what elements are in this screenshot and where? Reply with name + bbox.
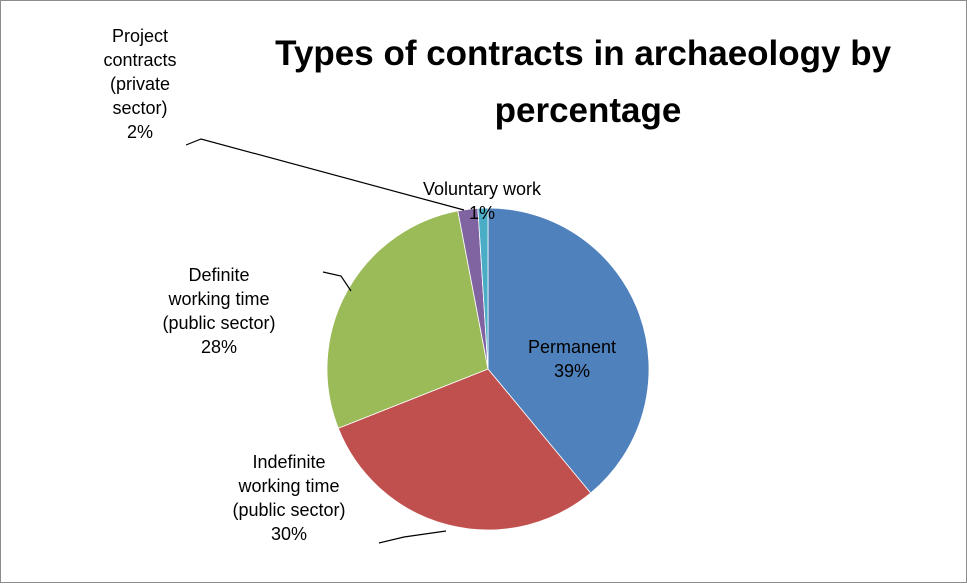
- data-label-4: Voluntary work 1%: [423, 179, 542, 223]
- leader-line-1: [378, 530, 447, 544]
- data-labels: Permanent 39% Indefinite working time (publi…: [103, 26, 616, 544]
- leader-line-3: [185, 138, 465, 211]
- data-label-1: Indefinite working time (public sector) 30%: [232, 452, 345, 544]
- data-label-3-line-2: (private: [110, 74, 170, 94]
- data-label-2: Definite working time (public sector) 28%: [162, 265, 275, 357]
- pie-slice-0: [487, 207, 650, 494]
- pie-slice-4: [477, 207, 489, 370]
- data-label-3-line-4: 2%: [127, 122, 153, 142]
- data-label-2-line-0: Definite: [188, 265, 249, 285]
- chart-title-line-1: Types of contracts in archaeology by: [275, 34, 891, 73]
- data-label-1-line-0: Indefinite: [252, 452, 325, 472]
- data-label-1-line-2: (public sector): [232, 500, 345, 520]
- data-label-3-line-3: sector): [112, 98, 167, 118]
- pie-slices: [326, 207, 650, 531]
- data-label-3: Project contracts (private sector) 2%: [103, 26, 176, 142]
- chart-title-line-2: percentage: [495, 91, 682, 130]
- leader-line-2: [322, 271, 352, 292]
- data-label-4-line-1: 1%: [469, 203, 495, 223]
- data-label-2-line-1: working time: [167, 289, 269, 309]
- data-label-1-line-3: 30%: [271, 524, 307, 544]
- data-label-0: Permanent 39%: [528, 337, 616, 381]
- chart-title: Types of contracts in archaeology by per…: [275, 34, 901, 130]
- data-label-4-line-0: Voluntary work: [423, 179, 542, 199]
- data-label-2-line-2: (public sector): [162, 313, 275, 333]
- data-label-0-line-1: 39%: [554, 361, 590, 381]
- leader-lines: [185, 138, 465, 544]
- pie-slice-1: [337, 368, 592, 531]
- data-label-3-line-1: contracts: [103, 50, 176, 70]
- data-label-2-line-3: 28%: [201, 337, 237, 357]
- data-label-3-line-0: Project: [112, 26, 168, 46]
- data-label-0-line-0: Permanent: [528, 337, 616, 357]
- pie-slice-2: [326, 210, 489, 429]
- data-label-1-line-1: working time: [237, 476, 339, 496]
